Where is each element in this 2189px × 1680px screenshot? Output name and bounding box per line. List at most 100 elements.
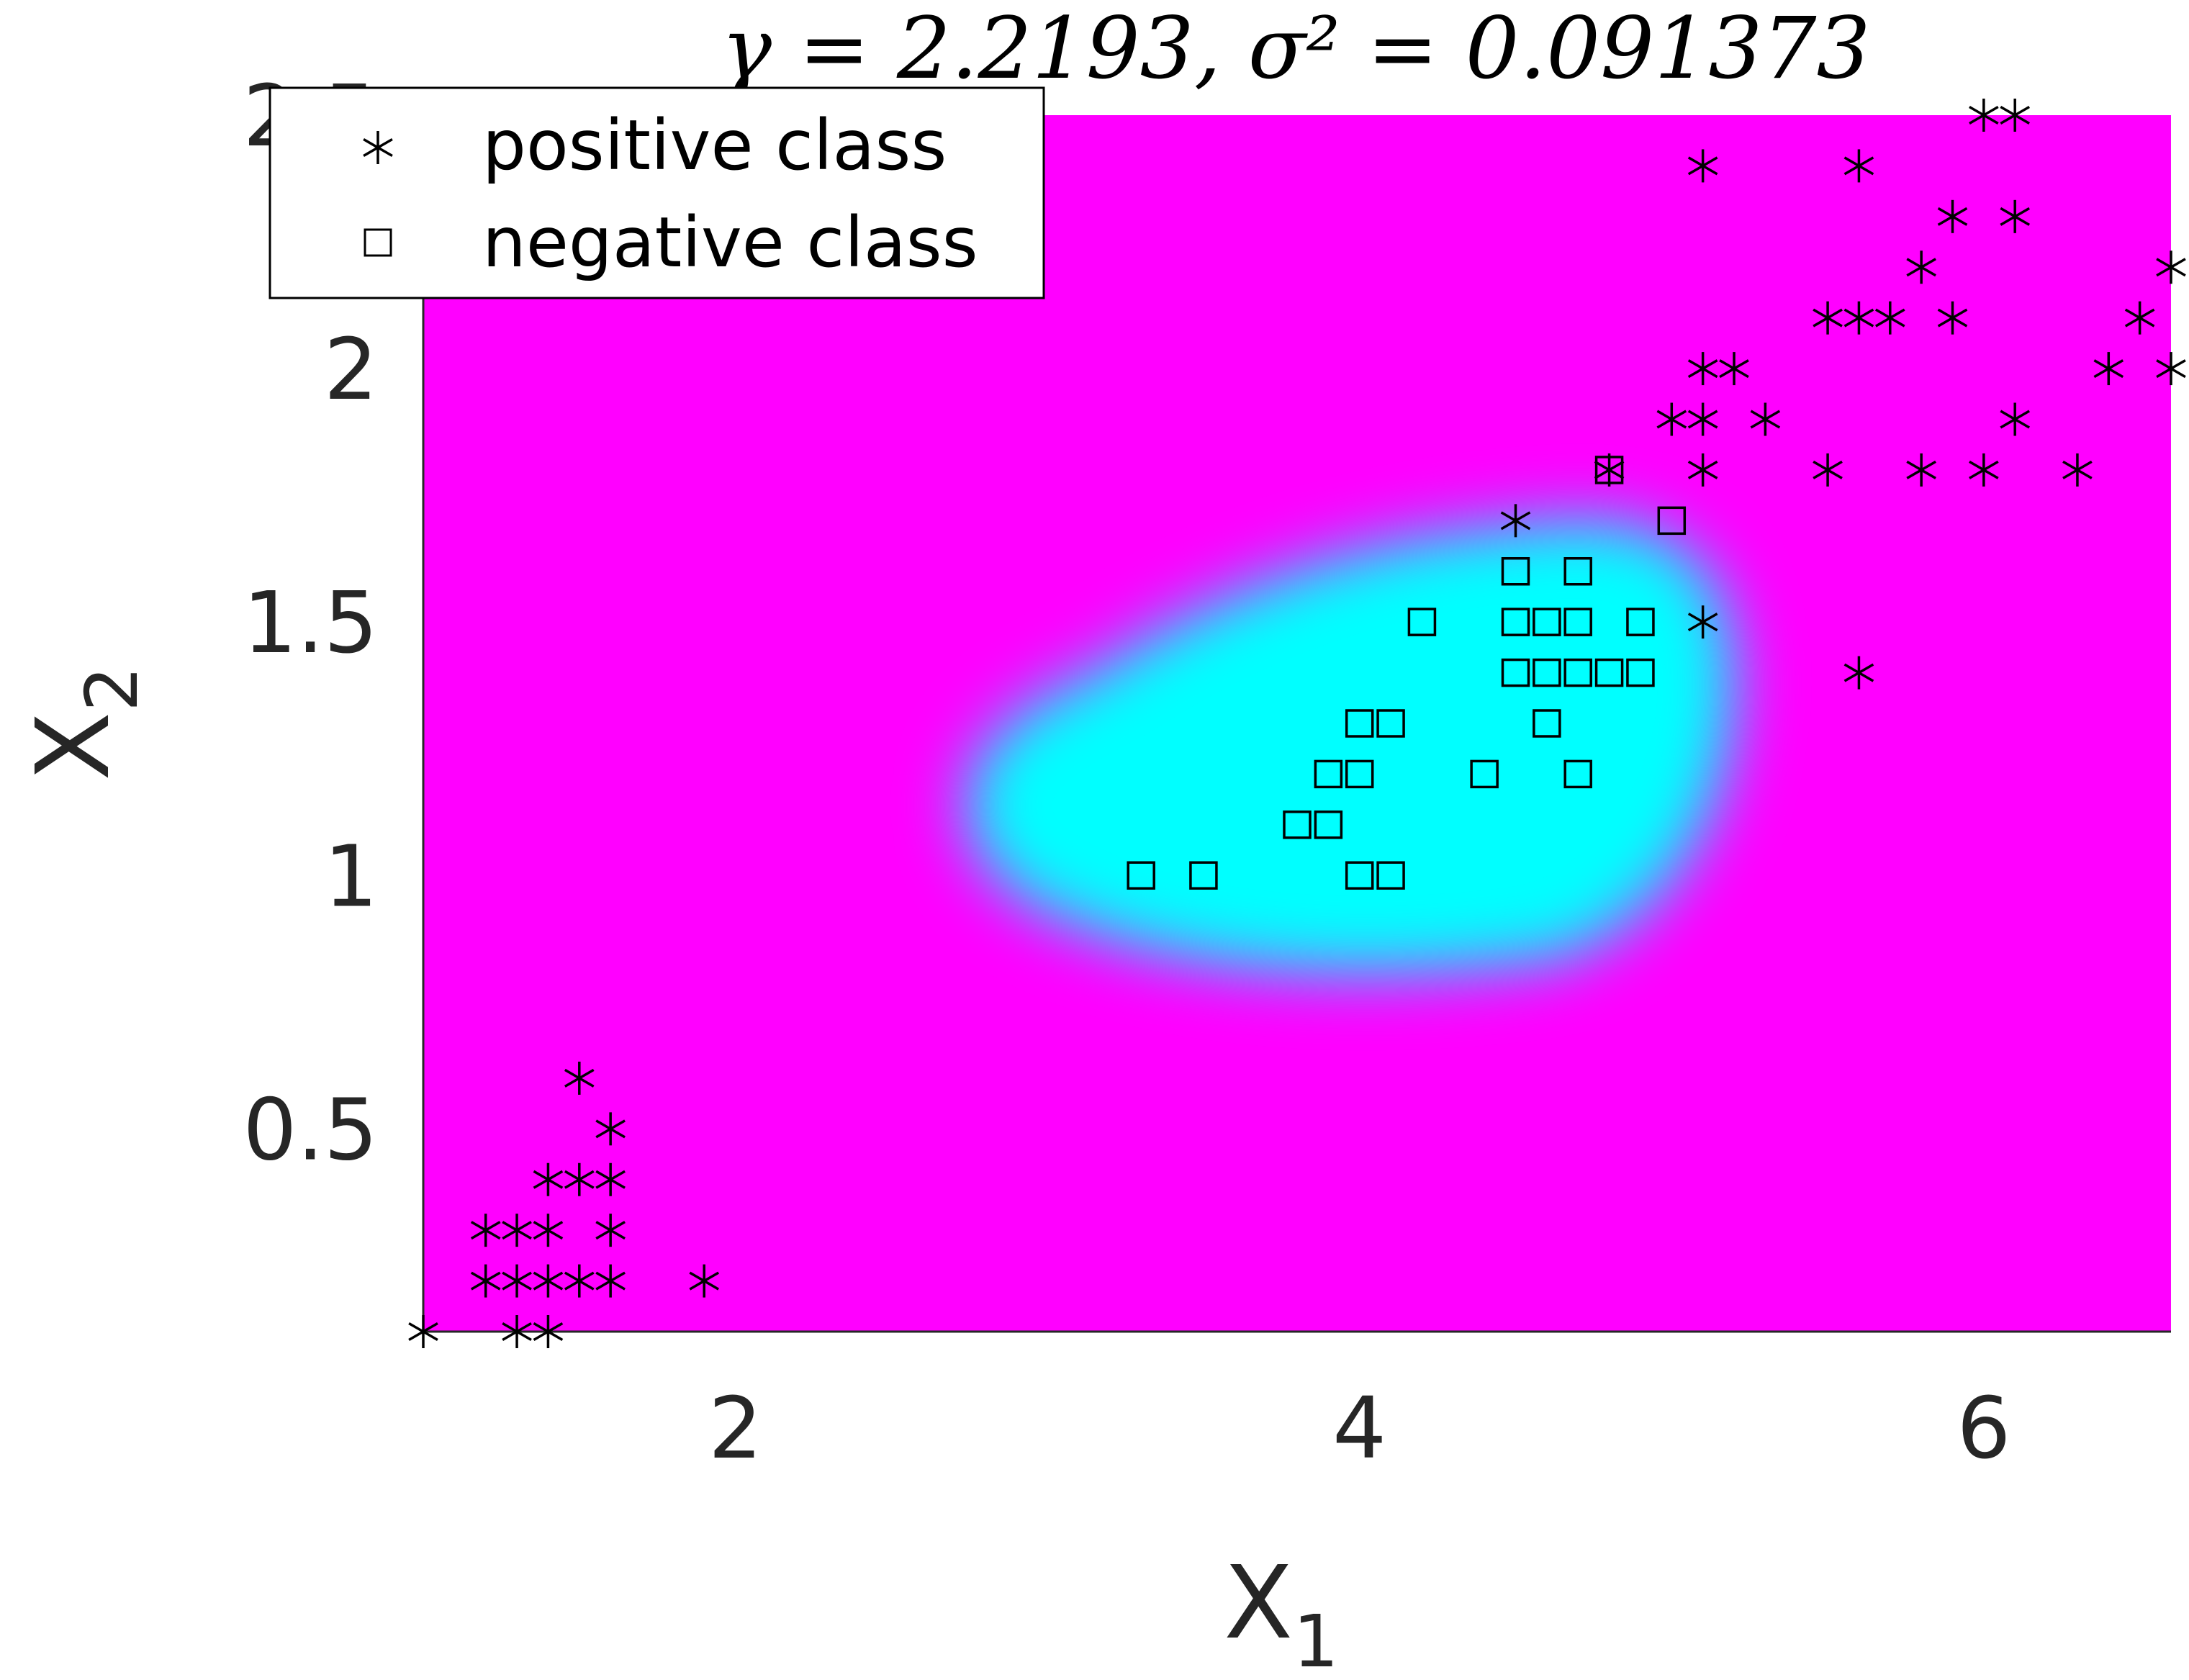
negative-class-point [1314,810,1343,839]
negative-class-point [1501,557,1530,586]
positive-class-point [1687,352,1718,386]
legend: positive class negative class [268,86,1045,299]
positive-class-point [1687,453,1718,487]
positive-class-point [1969,99,1999,132]
positive-class-point [533,1214,564,1247]
negative-class-point [1407,608,1437,636]
negative-class-point [1563,658,1592,687]
positive-class-point [2124,301,2155,335]
x-axis-label-main: X [1224,1545,1293,1662]
y-tick-label: 1 [324,826,378,926]
y-tick-label: 2 [324,320,378,419]
positive-class-point [689,1264,720,1298]
positive-class-point [595,1112,626,1146]
positive-class-point [595,1162,626,1196]
negative-class-point [1563,608,1592,636]
y-axis-label-main: X [15,712,132,781]
negative-class-point [1563,557,1592,586]
positive-class-point [1687,605,1718,639]
negative-class-point [1626,658,1655,687]
negative-class-point [1314,759,1343,789]
positive-class-point [1843,656,1874,690]
positive-class-point [1906,250,1936,284]
negative-class-point [1345,861,1374,890]
x-tick-label: 2 [708,1378,762,1478]
x-tick-labels: 2 4 6 [708,1378,2010,1478]
negative-class-point [1127,861,1155,890]
legend-square-icon [364,228,392,257]
positive-class-point [1874,301,1905,335]
negative-class-point [1594,456,1624,484]
positive-class-point [1813,453,1843,487]
positive-class-point [2062,453,2093,487]
plot-area [422,115,2171,1333]
y-tick-label: 1.5 [243,573,378,672]
positive-class-point [1937,199,1968,233]
positive-class-point [1843,301,1874,335]
negative-class-point [1626,608,1655,636]
legend-asterisk-icon [363,131,393,164]
negative-class-point [1501,658,1530,687]
decision-region [965,519,1736,974]
positive-class-point [502,1214,532,1247]
negative-class-point [1501,608,1530,636]
positive-class-point [1813,301,1843,335]
x-tick-label: 6 [1956,1378,2010,1478]
positive-class-point [595,1264,626,1298]
positive-class-point [502,1315,532,1348]
positive-class-point [1937,301,1968,335]
positive-class-point [2156,352,2186,386]
positive-class-point [502,1264,532,1298]
positive-class-point [1687,402,1718,436]
positive-class-point [1906,453,1936,487]
x-axis-label: X1 [1224,1545,1339,1680]
y-axis-label-subscript: 2 [70,666,154,712]
negative-class-point [1594,658,1624,687]
positive-class-point [408,1315,438,1348]
positive-class-point [1750,402,1781,436]
negative-class-point [1345,759,1374,789]
positive-class-point [2000,99,2031,132]
positive-class-point [564,1162,595,1196]
negative-class-point [1283,810,1312,839]
negative-class-point [1345,709,1374,738]
legend-label-positive: positive class [482,105,947,186]
negative-class-point [1533,658,1561,687]
legend-label-negative: negative class [482,202,978,283]
negative-class-point [1470,759,1499,789]
negative-class-point [1657,506,1687,536]
positive-class-point [533,1264,564,1298]
positive-class-point [1719,352,1749,386]
negative-class-point [1376,861,1405,890]
positive-class-point [533,1315,564,1348]
positive-class-point [1656,402,1687,436]
chart-title: γ = 2.2193, σ² = 0.091373 [721,0,1870,98]
positive-class-point [470,1264,501,1298]
positive-class-point [2156,250,2186,284]
legend-box [268,86,1045,299]
positive-class-point [564,1061,595,1095]
negative-class-point [1533,709,1561,738]
negative-class-point [1533,608,1561,636]
negative-class-point [1376,709,1405,738]
positive-class-point [1969,453,1999,487]
x-axis-label-subscript: 1 [1293,1599,1339,1680]
data-markers [408,99,2186,1348]
positive-class-point [533,1162,564,1196]
positive-class-point [2000,199,2031,233]
y-tick-label: 0.5 [243,1080,378,1179]
positive-class-point [1594,453,1625,487]
positive-class-point [595,1214,626,1247]
negative-class-point [1189,861,1218,890]
positive-class-point [470,1214,501,1247]
x-tick-label: 4 [1332,1378,1386,1478]
positive-class-point [1843,149,1874,183]
positive-class-point [1687,149,1718,183]
positive-class-point [564,1264,595,1298]
positive-class-point [1500,504,1531,538]
negative-class-point [1563,759,1592,789]
positive-class-point [2093,352,2124,386]
legend-asterisk-mark [363,131,393,164]
positive-class-point [2000,402,2031,436]
